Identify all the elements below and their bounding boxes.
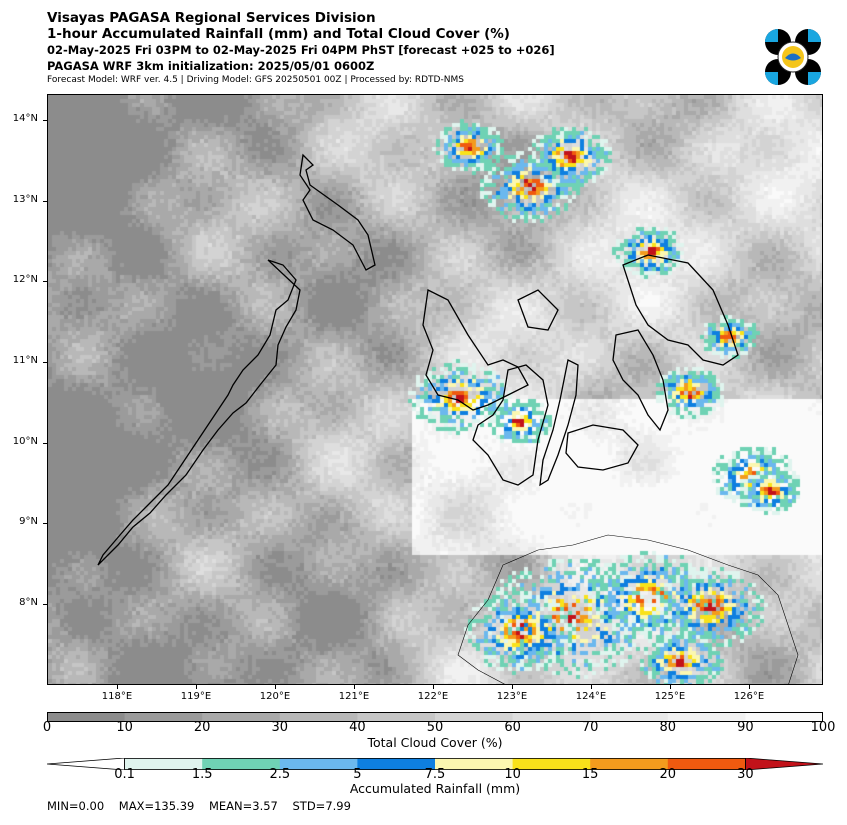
cloud-cover-colorbar: [47, 712, 823, 722]
samar-coastline: [622, 254, 739, 366]
panay-coastline: [422, 289, 529, 411]
lon-tick: [512, 685, 513, 689]
masbate-coastline: [517, 289, 559, 331]
lon-label: 126°E: [733, 691, 765, 702]
rain-tick-label: 0.1: [114, 767, 135, 782]
lat-label: 12°N: [12, 274, 38, 285]
lat-label: 11°N: [12, 355, 38, 366]
forecast-period: 02-May-2025 Fri 03PM to 02-May-2025 Fri …: [47, 43, 555, 57]
pagasa-logo: [765, 29, 821, 85]
rainfall-legend-label: Accumulated Rainfall (mm): [349, 781, 521, 796]
rain-tick-label: 10: [504, 767, 521, 782]
lat-tick: [43, 523, 47, 524]
leyte-coastline: [612, 329, 669, 432]
rain-under-extend: [47, 758, 125, 770]
cloud-tick-label: 50: [426, 720, 444, 735]
rain-tick-label: 20: [659, 767, 677, 782]
lat-label: 13°N: [12, 194, 38, 205]
lat-tick: [43, 281, 47, 282]
lon-tick: [749, 685, 750, 689]
cloud-color-swatch: [47, 712, 126, 722]
lon-tick: [591, 685, 592, 689]
cloud-tick-label: 10: [116, 720, 133, 735]
cloud-tick-label: 90: [737, 720, 754, 735]
lat-label: 14°N: [12, 113, 38, 124]
lon-label: 122°E: [417, 691, 449, 702]
lon-label: 120°E: [259, 691, 291, 702]
stat-std: STD=7.99: [292, 799, 351, 813]
cloud-tick-label: 20: [193, 720, 211, 735]
lon-tick: [433, 685, 434, 689]
lon-label: 118°E: [101, 691, 133, 702]
rain-color-swatch: [512, 758, 591, 770]
bohol-coastline: [565, 424, 639, 471]
model-info: Forecast Model: WRF ver. 4.5 | Driving M…: [47, 75, 464, 85]
cloud-color-swatch: [202, 712, 281, 722]
chart-title: Visayas PAGASA Regional Services Divisio…: [47, 10, 376, 26]
lat-label: 10°N: [12, 436, 38, 447]
cloud-tick-label: 0: [42, 720, 52, 735]
lat-tick: [43, 604, 47, 605]
cloud-cover-legend-label: Total Cloud Cover (%): [367, 735, 503, 750]
lon-label: 123°E: [496, 691, 528, 702]
cloud-tick-label: 40: [349, 720, 366, 735]
rain-color-swatch: [202, 758, 281, 770]
lat-tick: [43, 201, 47, 202]
lat-tick: [43, 443, 47, 444]
lon-tick: [117, 685, 118, 689]
stat-max: MAX=135.39: [118, 799, 195, 813]
cloud-color-swatch: [667, 712, 746, 722]
stat-mean: MEAN=3.57: [208, 799, 278, 813]
cloud-tick-label: 80: [659, 720, 677, 735]
cebu-coastline: [539, 359, 579, 487]
coastline-overlay: [97, 153, 799, 684]
chart-subtitle: 1-hour Accumulated Rainfall (mm) and Tot…: [47, 26, 510, 42]
rain-tick-label: 15: [581, 767, 599, 782]
lon-tick: [354, 685, 355, 689]
palawan-coastline: [97, 259, 301, 566]
rain-over-extend: [745, 758, 823, 770]
lon-label: 124°E: [575, 691, 607, 702]
lon-label: 121°E: [338, 691, 370, 702]
rain-tick-label: 5: [353, 767, 362, 782]
rain-color-swatch: [357, 758, 436, 770]
rain-color-swatch: [435, 758, 514, 770]
rain-tick-label: 7.5: [424, 767, 446, 782]
lon-label: 119°E: [180, 691, 212, 702]
rain-color-swatch: [124, 758, 203, 770]
rainfall-colorbar: [47, 758, 823, 770]
rain-tick-label: 30: [737, 767, 754, 782]
cloud-color-swatch: [357, 712, 436, 722]
lat-label: 9°N: [19, 516, 38, 527]
lat-tick: [43, 120, 47, 121]
negros-coastline: [472, 364, 549, 486]
mindoro-coastline: [299, 153, 376, 271]
stat-min: MIN=0.00: [47, 799, 105, 813]
statistics-line: MIN=0.00 MAX=135.39 MEAN=3.57 STD=7.99: [47, 799, 351, 813]
cloud-color-swatch: [435, 712, 514, 722]
lon-tick: [670, 685, 671, 689]
rain-tick-label: 1.5: [191, 767, 213, 782]
forecast-map: [47, 94, 823, 685]
mindanao-coastline: [457, 534, 799, 684]
cloud-tick-label: 70: [581, 720, 599, 735]
rain-color-swatch: [279, 758, 358, 770]
cloud-tick-label: 100: [810, 720, 836, 735]
cloud-color-swatch: [590, 712, 669, 722]
cloud-color-swatch: [745, 712, 823, 722]
lat-label: 8°N: [19, 597, 38, 608]
cloud-color-swatch: [512, 712, 591, 722]
lat-tick: [43, 362, 47, 363]
cloud-tick-label: 60: [504, 720, 521, 735]
lon-label: 125°E: [654, 691, 686, 702]
initialization-text: PAGASA WRF 3km initialization: 2025/05/0…: [47, 59, 375, 73]
cloud-color-swatch: [279, 712, 358, 722]
rain-color-swatch: [590, 758, 669, 770]
lon-tick: [196, 685, 197, 689]
rain-color-swatch: [667, 758, 746, 770]
rain-tick-label: 2.5: [269, 767, 291, 782]
cloud-color-swatch: [124, 712, 203, 722]
lon-tick: [275, 685, 276, 689]
cloud-tick-label: 30: [271, 720, 289, 735]
